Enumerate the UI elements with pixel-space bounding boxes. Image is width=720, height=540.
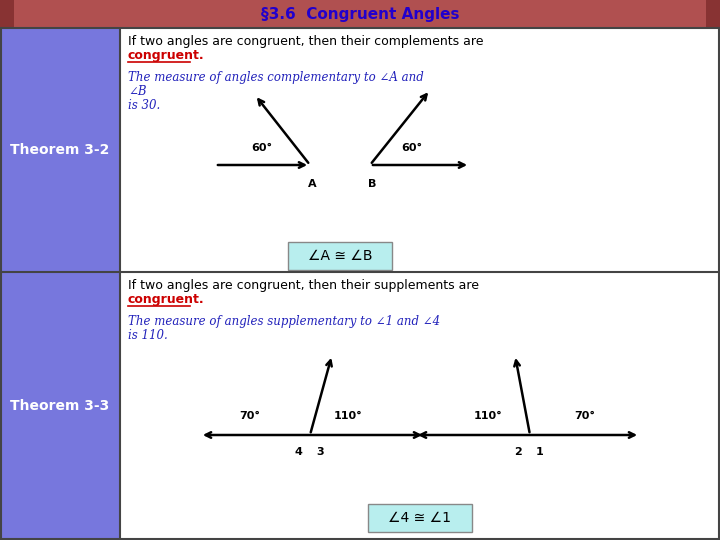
Text: 1: 1	[536, 447, 544, 457]
FancyBboxPatch shape	[288, 242, 392, 270]
Text: 4: 4	[294, 447, 302, 457]
Text: 70°: 70°	[575, 411, 595, 421]
Text: ∠A ≅ ∠B: ∠A ≅ ∠B	[307, 249, 372, 263]
Text: Theorem 3-3: Theorem 3-3	[10, 399, 109, 413]
FancyBboxPatch shape	[706, 0, 720, 28]
Text: The measure of angles complementary to ∠A and: The measure of angles complementary to ∠…	[128, 71, 424, 84]
Text: 60°: 60°	[251, 143, 273, 153]
FancyBboxPatch shape	[0, 0, 14, 28]
Text: 60°: 60°	[402, 143, 423, 153]
Text: ∠4 ≅ ∠1: ∠4 ≅ ∠1	[389, 511, 451, 525]
FancyBboxPatch shape	[368, 504, 472, 532]
Text: 2: 2	[514, 447, 522, 457]
Text: If two angles are congruent, then their complements are: If two angles are congruent, then their …	[128, 35, 484, 48]
FancyBboxPatch shape	[1, 28, 119, 272]
Text: §3.6  Congruent Angles: §3.6 Congruent Angles	[261, 6, 459, 22]
Text: is 110.: is 110.	[128, 329, 168, 342]
Text: 110°: 110°	[333, 411, 362, 421]
Text: 110°: 110°	[474, 411, 503, 421]
Text: B: B	[368, 179, 376, 189]
Text: ∠B: ∠B	[128, 85, 146, 98]
Text: Theorem 3-2: Theorem 3-2	[10, 143, 109, 157]
Text: 70°: 70°	[240, 411, 261, 421]
Text: The measure of angles supplementary to ∠1 and ∠4: The measure of angles supplementary to ∠…	[128, 315, 440, 328]
Text: is 30.: is 30.	[128, 99, 161, 112]
Text: 3: 3	[316, 447, 324, 457]
FancyBboxPatch shape	[0, 0, 720, 28]
FancyBboxPatch shape	[1, 272, 119, 539]
Text: congruent.: congruent.	[128, 293, 204, 306]
Text: A: A	[307, 179, 316, 189]
Text: If two angles are congruent, then their supplements are: If two angles are congruent, then their …	[128, 279, 479, 292]
Text: congruent.: congruent.	[128, 49, 204, 62]
